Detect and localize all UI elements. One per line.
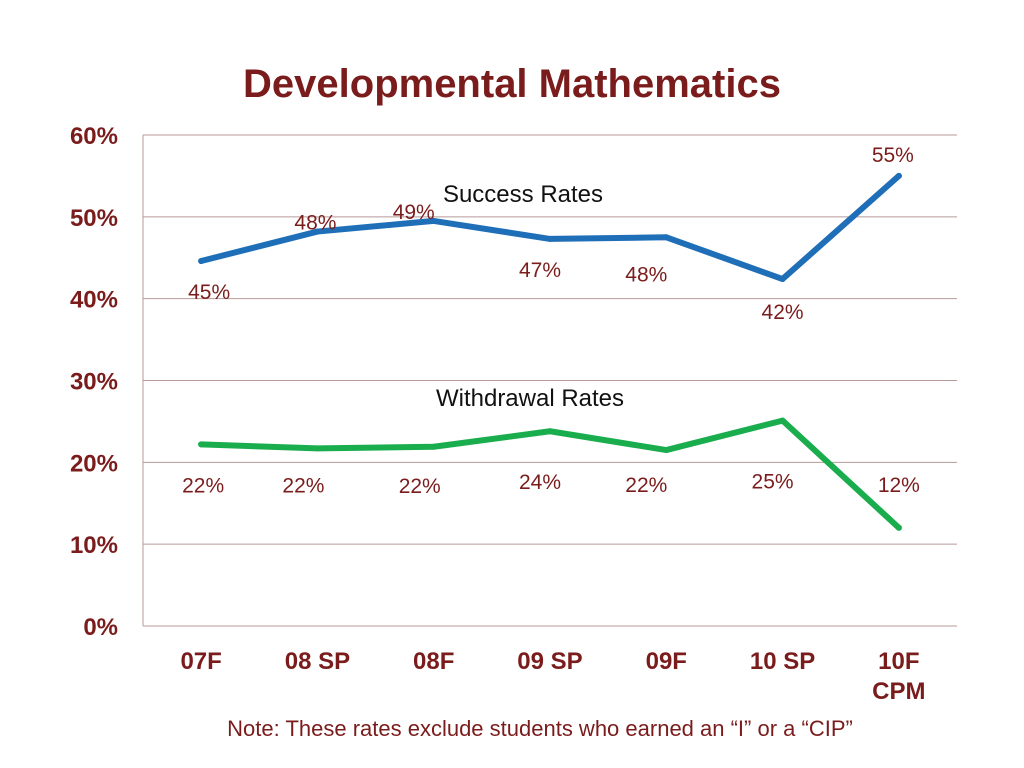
- data-point: [198, 441, 205, 448]
- data-label: 42%: [762, 301, 804, 324]
- x-tick-label: 09F: [646, 648, 687, 675]
- y-tick-label: 50%: [70, 205, 118, 232]
- y-tick-label: 60%: [70, 123, 118, 150]
- data-point: [779, 276, 786, 283]
- data-point: [895, 172, 902, 179]
- data-label: 47%: [519, 259, 561, 282]
- data-labels: 45% 48% 49% 47% 48% 42% 55% 22% 22% 22% 24% 22% 25% 1…: [182, 144, 920, 498]
- data-point: [314, 228, 321, 235]
- footnote: Note: These rates exclude students who e…: [227, 716, 853, 741]
- x-tick-labels: 07F 08 SP 08F 09 SP 09F 10 SP 10F CPM: [180, 648, 925, 705]
- x-tick-label: 10F CPM: [872, 648, 925, 705]
- series-lines: [198, 172, 902, 531]
- x-tick-label: 10 SP: [750, 648, 815, 675]
- x-tick-label: 09 SP: [517, 648, 582, 675]
- data-label: 48%: [625, 263, 667, 286]
- gridlines: [143, 134, 957, 545]
- data-point: [663, 234, 670, 241]
- data-label: 48%: [294, 212, 336, 235]
- chart-title: Developmental Mathematics: [243, 62, 781, 106]
- data-label: 22%: [282, 474, 324, 497]
- data-label: 22%: [182, 474, 224, 497]
- y-tick-label: 10%: [70, 532, 118, 559]
- data-label: 22%: [625, 474, 667, 497]
- data-point: [663, 447, 670, 454]
- x-tick-label: 08F: [413, 648, 454, 675]
- data-label: 12%: [878, 474, 920, 497]
- x-tick-label: 08 SP: [285, 648, 350, 675]
- y-tick-label: 40%: [70, 287, 118, 314]
- data-label: 55%: [872, 144, 914, 167]
- y-tick-label: 20%: [70, 450, 118, 477]
- data-point: [547, 428, 553, 435]
- data-label: 45%: [188, 281, 230, 304]
- data-point: [198, 258, 205, 265]
- data-point: [314, 445, 321, 452]
- axes: [142, 135, 957, 627]
- x-tick-label: 07F: [180, 648, 221, 675]
- series-name-label: Success Rates: [443, 181, 603, 208]
- data-label: 49%: [393, 201, 435, 224]
- data-point: [430, 443, 437, 450]
- series-names: Success Rates Withdrawal Rates: [436, 181, 624, 412]
- data-label: 25%: [752, 471, 794, 494]
- data-point: [895, 524, 902, 531]
- data-label: 24%: [519, 471, 561, 494]
- series-name-label: Withdrawal Rates: [436, 385, 624, 412]
- data-point: [430, 217, 437, 224]
- data-point: [779, 417, 786, 424]
- y-tick-label: 0%: [83, 614, 118, 641]
- y-tick-label: 30%: [70, 369, 118, 396]
- y-tick-labels: 0% 10% 20% 30% 40% 50% 60%: [70, 123, 118, 641]
- data-label: 22%: [399, 475, 441, 498]
- data-point: [547, 235, 553, 242]
